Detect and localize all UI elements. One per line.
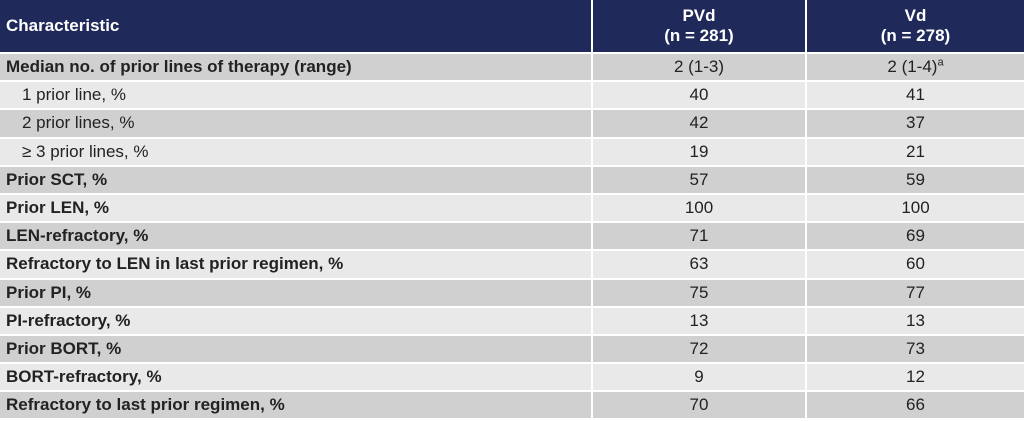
pvd-value: 9: [592, 363, 807, 393]
table-row: Prior LEN, % 100 100: [0, 193, 1024, 224]
table-row: LEN-refractory, % 71 69: [0, 222, 1024, 252]
table-row: Prior PI, % 75 77: [0, 278, 1024, 308]
pvd-value: 57: [592, 165, 807, 195]
vd-value: 41: [806, 81, 1024, 111]
row-label: Refractory to LEN in last prior regimen,…: [0, 250, 593, 280]
header-pvd: PVd (n = 281): [592, 0, 807, 54]
table-row: Median no. of prior lines of therapy (ra…: [0, 53, 1024, 83]
pvd-value: 72: [592, 334, 807, 365]
table-row: 1 prior line, % 40 41: [0, 81, 1024, 111]
row-label: 1 prior line, %: [0, 81, 593, 111]
vd-value: 13: [806, 306, 1024, 336]
header-vd: Vd (n = 278): [806, 0, 1024, 54]
vd-value: 77: [806, 278, 1024, 308]
row-label: Refractory to last prior regimen, %: [0, 391, 593, 421]
table-row: Refractory to last prior regimen, % 70 6…: [0, 391, 1024, 421]
table-row: Prior SCT, % 57 59: [0, 165, 1024, 195]
vd-value: 12: [806, 363, 1024, 393]
row-label: 2 prior lines, %: [0, 109, 593, 139]
row-label: Prior PI, %: [0, 278, 593, 308]
footnote-marker: a: [937, 56, 944, 69]
vd-value: 60: [806, 250, 1024, 280]
vd-value: 100: [806, 193, 1024, 224]
header-vd-name: Vd: [904, 6, 927, 25]
vd-value: 21: [806, 137, 1024, 167]
vd-value: 73: [806, 334, 1024, 365]
vd-value: 37: [806, 109, 1024, 139]
header-pvd-name: PVd: [682, 6, 716, 25]
vd-value: 69: [806, 222, 1024, 252]
table-row: Refractory to LEN in last prior regimen,…: [0, 250, 1024, 280]
row-label: ≥ 3 prior lines, %: [0, 137, 593, 167]
pvd-value: 75: [592, 278, 807, 308]
table-row: PI-refractory, % 13 13: [0, 306, 1024, 336]
row-label: Prior BORT, %: [0, 334, 593, 365]
header-pvd-n: (n = 281): [664, 26, 734, 45]
header-characteristic: Characteristic: [0, 0, 593, 54]
pvd-value: 19: [592, 137, 807, 167]
pvd-value: 63: [592, 250, 807, 280]
pvd-value: 70: [592, 391, 807, 421]
pvd-value: 13: [592, 306, 807, 336]
vd-value: 2 (1-4)a: [806, 53, 1024, 83]
table-row: Prior BORT, % 72 73: [0, 334, 1024, 365]
vd-value: 59: [806, 165, 1024, 195]
table-row: ≥ 3 prior lines, % 19 21: [0, 137, 1024, 167]
table-header-row: Characteristic PVd (n = 281) Vd (n = 278…: [0, 0, 1024, 54]
pvd-value: 42: [592, 109, 807, 139]
table-row: BORT-refractory, % 9 12: [0, 363, 1024, 393]
row-label: BORT-refractory, %: [0, 363, 593, 393]
row-label: PI-refractory, %: [0, 306, 593, 336]
vd-value: 66: [806, 391, 1024, 421]
vd-value-text: 2 (1-4): [887, 57, 938, 77]
row-label: Prior LEN, %: [0, 193, 593, 224]
pvd-value: 2 (1-3): [592, 53, 807, 83]
row-label: LEN-refractory, %: [0, 222, 593, 252]
pvd-value: 100: [592, 193, 807, 224]
row-label: Median no. of prior lines of therapy (ra…: [0, 53, 593, 83]
header-vd-n: (n = 278): [880, 26, 951, 45]
row-label: Prior SCT, %: [0, 165, 593, 195]
pvd-value: 71: [592, 222, 807, 252]
pvd-value: 40: [592, 81, 807, 111]
table-row: 2 prior lines, % 42 37: [0, 109, 1024, 139]
